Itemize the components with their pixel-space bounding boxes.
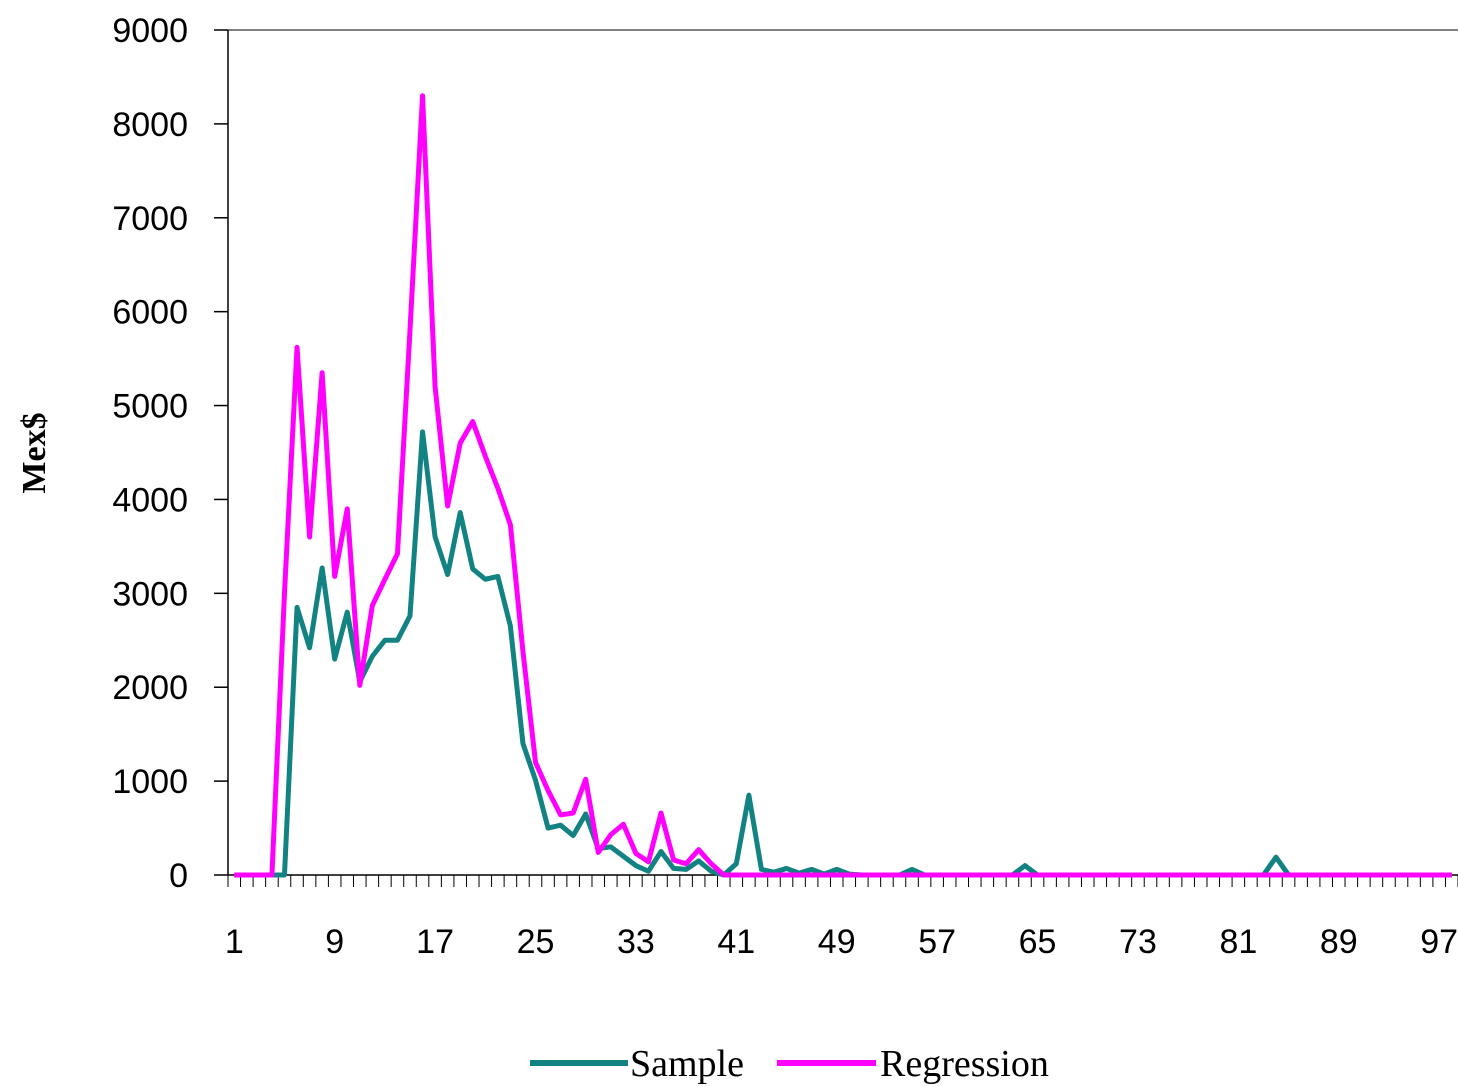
x-tick-label: 9 (325, 923, 344, 961)
series-line-regression (234, 93, 1452, 878)
y-tick-label: 2000 (112, 669, 188, 707)
x-tick-label: 89 (1320, 923, 1358, 961)
plot-frame (227, 29, 1458, 876)
x-tick-label: 1 (225, 923, 244, 961)
x-tick-label: 33 (617, 923, 655, 961)
x-tick-label: 73 (1119, 923, 1157, 961)
x-tick-label: 65 (1019, 923, 1057, 961)
legend-label-sample: Sample (630, 1043, 744, 1085)
y-axis-ticks: 0 1000 2000 3000 4000 5000 6000 7000 8000 9000 (112, 12, 228, 895)
legend: Sample Regression (530, 1043, 1049, 1085)
legend-label-regression: Regression (880, 1043, 1049, 1085)
y-tick-label: 5000 (112, 388, 188, 426)
x-tick-label: 57 (918, 923, 956, 961)
x-tick-label: 81 (1219, 923, 1257, 961)
y-tick-label: 3000 (112, 575, 188, 613)
x-tick-label: 41 (717, 923, 755, 961)
y-tick-label: 1000 (112, 763, 188, 801)
y-tick-label: 0 (169, 857, 188, 895)
x-tick-label: 49 (818, 923, 856, 961)
x-tick-label: 97 (1420, 923, 1458, 961)
y-axis-label: Mex$ (16, 412, 53, 493)
x-tick-label: 17 (416, 923, 454, 961)
y-tick-label: 4000 (112, 481, 188, 519)
series-line-sample (234, 429, 1452, 878)
series-layer (234, 93, 1452, 878)
y-tick-label: 8000 (112, 106, 188, 144)
y-tick-label: 9000 (112, 12, 188, 50)
x-tick-label: 25 (517, 923, 555, 961)
x-axis-ticks: 1 9 17 25 33 41 49 57 65 73 81 89 97 (225, 875, 1458, 961)
y-tick-label: 7000 (112, 200, 188, 238)
y-tick-label: 6000 (112, 294, 188, 332)
